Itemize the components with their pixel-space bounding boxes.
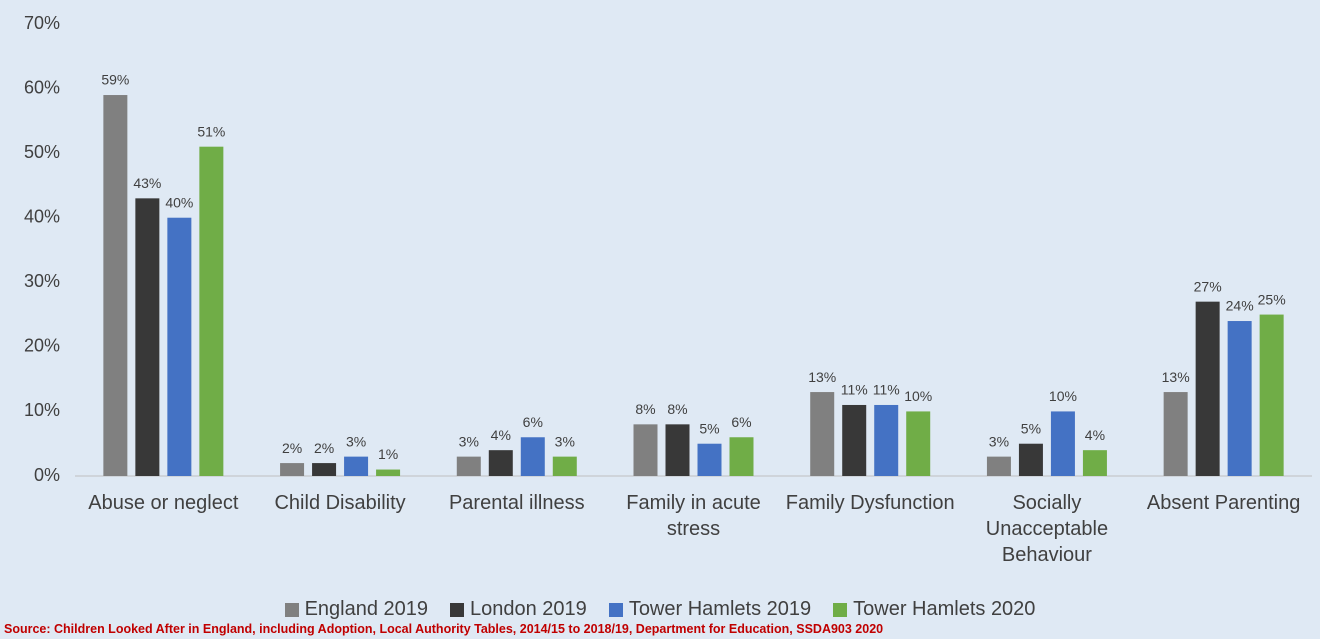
value-label: 6% [731,414,751,430]
value-label: 2% [282,440,302,456]
legend-label: Tower Hamlets 2019 [628,598,812,620]
bar [312,463,337,476]
bar [376,469,401,476]
bar [1050,411,1075,476]
legend-item: Tower Hamlets 2019 [608,598,812,621]
x-tick-label: Abuse or neglect [88,492,239,514]
value-label: 13% [1162,369,1190,385]
value-label: 5% [1021,420,1041,436]
legend-swatch [608,602,623,617]
bar [456,456,481,476]
legend-label: Tower Hamlets 2020 [853,598,1036,620]
x-tick-label: Parental illness [448,492,585,514]
value-label: 10% [904,388,932,404]
bar [1259,314,1284,476]
x-tick-label: Family in acute stress [626,492,761,540]
value-label: 4% [1085,427,1105,443]
y-tick-label: 0% [34,465,60,485]
bar [874,404,899,476]
bar [842,404,867,476]
value-label: 25% [1258,291,1286,307]
bar [1018,443,1043,476]
bar [488,450,513,476]
value-label: 27% [1194,278,1222,294]
bar [167,217,192,476]
bar [1082,450,1107,476]
legend-label: London 2019 [470,598,587,620]
y-tick-label: 20% [24,336,60,356]
bar [1227,321,1252,476]
y-tick-label: 50% [24,142,60,162]
y-tick-label: 60% [24,77,60,97]
value-label: 8% [635,401,655,417]
x-tick-label: Child Disability [274,492,406,514]
value-label: 2% [314,440,334,456]
bar [103,95,128,477]
bar [280,463,305,476]
legend-item: England 2019 [284,598,429,621]
bar [986,456,1011,476]
value-label: 3% [459,433,479,449]
bar [665,424,690,476]
bar [199,146,224,476]
y-tick-label: 10% [24,400,60,420]
bar [135,198,160,477]
bar [552,456,577,476]
bar [906,411,931,476]
value-label: 43% [133,175,161,191]
bar [344,456,369,476]
bar [1163,392,1188,476]
bar [1195,301,1220,476]
value-label: 11% [873,382,900,398]
legend-label: England 2019 [304,598,429,620]
bar [520,437,545,476]
legend-swatch [450,602,465,617]
legend-item: London 2019 [450,598,587,621]
value-label: 10% [1049,388,1077,404]
legend-swatch [284,602,299,617]
value-label: 40% [165,194,193,210]
value-label: 51% [197,123,225,139]
value-label: 5% [699,420,719,436]
bar [810,392,835,476]
value-label: 11% [841,382,868,398]
legend-swatch [833,602,848,617]
legend: England 2019 London 2019 Tower Hamlets 201… [0,598,1320,621]
y-tick-label: 30% [24,271,60,291]
value-label: 6% [523,414,543,430]
x-tick-label: Socially Unacceptable Behaviour [985,492,1109,566]
legend-item: Tower Hamlets 2020 [833,598,1035,621]
bar [729,437,754,476]
value-label: 59% [101,72,129,88]
value-label: 4% [491,427,511,443]
value-label: 24% [1226,298,1254,314]
x-tick-label: Family Dysfunction [785,492,955,514]
value-label: 3% [346,433,366,449]
y-tick-label: 40% [24,206,60,226]
source-note: Source: Children Looked After in England… [4,622,884,636]
x-tick-label: Absent Parenting [1146,492,1301,514]
value-label: 8% [667,401,687,417]
value-label: 13% [808,369,836,385]
bar [633,424,658,476]
value-label: 3% [989,433,1009,449]
value-label: 1% [378,446,398,462]
y-tick-label: 70% [24,13,60,33]
value-label: 3% [555,433,575,449]
bar [697,443,722,476]
